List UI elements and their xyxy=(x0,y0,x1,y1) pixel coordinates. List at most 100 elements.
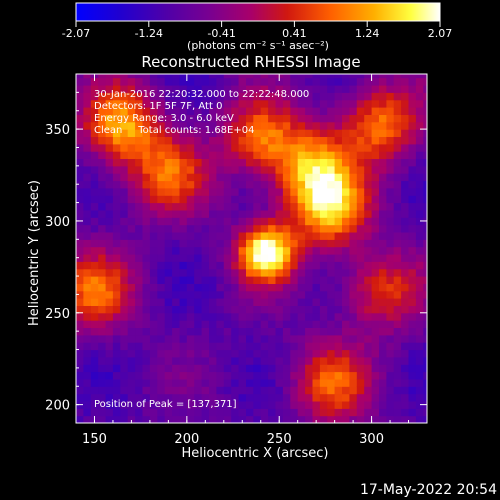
heatmap-cell xyxy=(216,158,225,167)
heatmap-cell xyxy=(231,165,240,174)
heatmap-cell xyxy=(305,261,314,270)
heatmap-cell xyxy=(76,408,84,417)
heatmap-cell xyxy=(305,209,314,218)
heatmap-cell xyxy=(356,327,365,336)
heatmap-cell xyxy=(401,378,410,387)
heatmap-cell xyxy=(127,158,136,167)
heatmap-cell xyxy=(260,209,269,218)
heatmap-cell xyxy=(98,268,107,277)
heatmap-cell xyxy=(172,99,181,108)
heatmap-cell xyxy=(231,290,240,299)
heatmap-cell xyxy=(246,393,254,402)
heatmap-cell xyxy=(305,268,314,277)
heatmap-cell xyxy=(401,121,410,130)
heatmap-cell xyxy=(312,107,321,115)
heatmap-cell xyxy=(297,195,306,204)
heatmap-cell xyxy=(260,246,269,255)
heatmap-cell xyxy=(290,393,299,402)
heatmap-cell xyxy=(201,283,210,292)
heatmap-cell xyxy=(209,224,217,233)
heatmap-cell xyxy=(223,209,232,218)
heatmap-cell xyxy=(423,349,427,358)
heatmap-cell xyxy=(135,217,144,226)
heatmap-cell xyxy=(393,320,402,328)
heatmap-cell xyxy=(415,180,424,189)
heatmap-cell xyxy=(83,180,92,189)
heatmap-cell xyxy=(423,408,427,417)
heatmap-cell xyxy=(415,268,424,277)
heatmap-cell xyxy=(290,209,299,218)
heatmap-cell xyxy=(105,320,114,328)
heatmap-cell xyxy=(253,99,262,108)
heatmap-cell xyxy=(319,378,328,387)
heatmap-cell xyxy=(334,254,343,262)
heatmap-cell xyxy=(90,232,99,240)
heatmap-cell xyxy=(275,312,284,321)
heatmap-cell xyxy=(393,261,402,270)
heatmap-cell xyxy=(275,165,284,174)
heatmap-cell xyxy=(275,143,284,152)
heatmap-cell xyxy=(149,107,158,115)
heatmap-cell xyxy=(268,356,277,365)
heatmap-cell xyxy=(386,187,395,196)
heatmap-cell xyxy=(238,298,247,306)
heatmap-cell xyxy=(312,114,321,123)
heatmap-cell xyxy=(223,327,232,336)
heatmap-cell xyxy=(83,202,92,211)
heatmap-cell xyxy=(209,290,217,299)
heatmap-cell xyxy=(342,143,350,152)
heatmap-cell xyxy=(334,386,343,395)
heatmap-cell xyxy=(290,151,299,159)
heatmap-cell xyxy=(223,298,232,306)
heatmap-cell xyxy=(371,158,380,167)
heatmap-cell xyxy=(149,202,158,211)
heatmap-cell xyxy=(246,195,254,204)
heatmap-cell xyxy=(253,415,262,423)
heatmap-cell xyxy=(356,85,365,93)
heatmap-cell xyxy=(223,77,232,86)
annotation-block: 30-Jan-2016 22:20:32.000 to 22:22:48.000… xyxy=(94,89,309,136)
heatmap-cell xyxy=(334,180,343,189)
heatmap-cell xyxy=(268,217,277,226)
heatmap-cell xyxy=(223,99,232,108)
heatmap-cell xyxy=(164,393,173,402)
heatmap-cell xyxy=(127,99,136,108)
heatmap-cell xyxy=(238,92,247,101)
heatmap-cell xyxy=(342,401,350,409)
heatmap-cell xyxy=(415,371,424,380)
colorbar: -2.07 -1.24 -0.41 0.41 1.24 2.07 (photons cm⁻… xyxy=(62,2,452,52)
heatmap-cell xyxy=(98,371,107,380)
heatmap-cell xyxy=(194,217,203,226)
heatmap-cell xyxy=(216,129,225,137)
heatmap-cell xyxy=(408,312,417,321)
heatmap-cell xyxy=(290,173,299,182)
heatmap-cell xyxy=(231,158,240,167)
heatmap-cell xyxy=(349,217,358,226)
heatmap-cell xyxy=(105,276,114,284)
heatmap-cell xyxy=(297,187,306,196)
heatmap-cell xyxy=(297,92,306,101)
heatmap-cell xyxy=(246,415,254,423)
heatmap-cell xyxy=(282,129,291,137)
heatmap-cell xyxy=(386,371,395,380)
heatmap-cell xyxy=(386,408,395,417)
heatmap-cell xyxy=(408,92,417,101)
heatmap-cell xyxy=(305,129,314,137)
heatmap-cell xyxy=(105,232,114,240)
heatmap-cell xyxy=(209,99,217,108)
heatmap-cell xyxy=(238,283,247,292)
heatmap-cell xyxy=(149,165,158,174)
heatmap-cell xyxy=(135,202,144,211)
heatmap-cell xyxy=(290,290,299,299)
heatmap-cell xyxy=(290,77,299,86)
heatmap-cell xyxy=(216,173,225,182)
heatmap-cell xyxy=(194,312,203,321)
heatmap-cell xyxy=(386,320,395,328)
heatmap-cell xyxy=(408,327,417,336)
heatmap-cell xyxy=(275,77,284,86)
heatmap-cell xyxy=(297,165,306,174)
heatmap-cell xyxy=(98,180,107,189)
heatmap-cell xyxy=(423,378,427,387)
heatmap-cell xyxy=(408,224,417,233)
